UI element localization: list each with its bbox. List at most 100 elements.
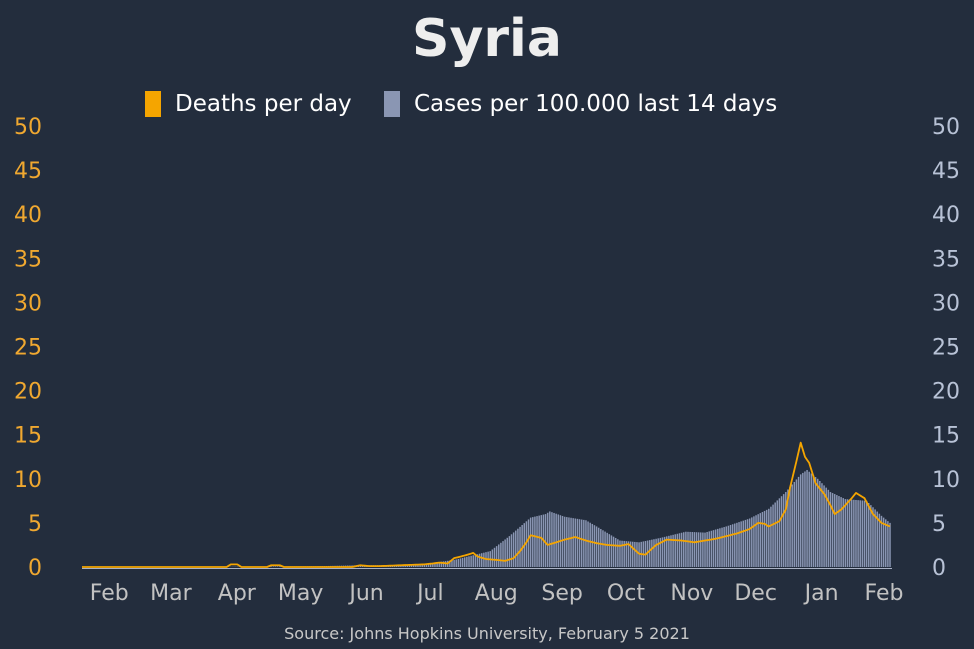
cases-bar (755, 515, 757, 567)
cases-bar (578, 519, 581, 567)
y-left-tick-label: 30 (14, 291, 42, 316)
x-tick-label: Dec (734, 581, 777, 606)
cases-bar (789, 486, 791, 567)
cases-bar (449, 560, 451, 567)
cases-bar (765, 509, 768, 567)
cases-bar (438, 561, 440, 567)
cases-bar (744, 519, 747, 567)
x-tick-label: May (278, 581, 323, 606)
cases-bar (412, 564, 415, 567)
cases-bar (589, 522, 591, 567)
cases-bar (451, 560, 453, 567)
cases-bar (659, 537, 662, 567)
cases-bar (512, 532, 515, 567)
cases-bar (621, 540, 623, 567)
cases-bar (799, 474, 802, 567)
cases-bar (742, 520, 745, 567)
cases-bar (772, 504, 774, 567)
cases-bar (510, 534, 513, 567)
cases-bar (423, 563, 426, 567)
cases-bar (708, 531, 711, 567)
cases-bar (870, 505, 872, 567)
cases-bar (812, 475, 815, 567)
cases-bar (878, 513, 881, 567)
cases-bar (712, 530, 715, 567)
cases-bar (700, 532, 702, 567)
cases-bar (561, 515, 564, 567)
cases-bar (661, 537, 664, 567)
cases-bar (525, 521, 528, 567)
cases-bar (736, 522, 738, 567)
y-right-tick-label: 50 (932, 115, 960, 140)
cases-bar (425, 563, 428, 567)
cases-bar (468, 556, 470, 567)
y-left-tick-label: 0 (28, 556, 42, 581)
cases-bar (521, 525, 523, 567)
cases-bar (634, 541, 636, 567)
y-left-tick-label: 5 (28, 512, 42, 537)
cases-bar (604, 531, 606, 567)
legend: Deaths per day Cases per 100.000 last 14… (145, 91, 777, 117)
cases-bar (498, 544, 500, 567)
cases-bar (504, 539, 506, 567)
cases-bar (717, 528, 719, 567)
cases-bar (727, 525, 730, 567)
cases-bar (653, 539, 655, 567)
cases-bar (670, 535, 672, 567)
cases-bar (466, 556, 468, 567)
cases-bar (836, 495, 838, 567)
cases-bar (517, 528, 519, 567)
cases-bar (421, 564, 423, 567)
cases-bar (651, 539, 653, 567)
x-axis: Feb Mar Apr May Jun Jul Aug Sep Oct Nov Dec Jan Feb (90, 581, 904, 606)
x-tick-label: Jul (415, 581, 444, 606)
cases-bar (540, 515, 543, 567)
cases-bar (587, 521, 589, 567)
cases-bar (778, 498, 781, 567)
cases-bar (623, 540, 625, 567)
cases-bar (872, 507, 874, 567)
cases-bar (829, 492, 832, 567)
cases-bar (857, 500, 859, 567)
cases-bar (721, 527, 723, 567)
cases-bar (593, 525, 596, 567)
cases-bar (791, 484, 793, 567)
cases-bar (546, 512, 549, 567)
cases-bar (687, 531, 689, 567)
cases-bar (595, 526, 598, 567)
cases-bar (563, 516, 566, 567)
cases-bar (442, 561, 445, 567)
cases-bar (459, 558, 462, 567)
cases-bar (840, 497, 842, 567)
x-tick-label: Mar (150, 581, 192, 606)
cases-bar (823, 485, 825, 567)
cases-bar (821, 483, 823, 567)
cases-bar (600, 528, 602, 567)
cases-bar (415, 564, 417, 567)
cases-bar (738, 522, 740, 567)
cases-bar (844, 499, 847, 567)
cases-bar (848, 499, 851, 567)
cases-bar (500, 542, 502, 567)
y-right-tick-label: 40 (932, 203, 960, 228)
cases-bar (655, 538, 657, 567)
cases-bar (804, 471, 806, 567)
cases-bar (874, 509, 876, 567)
cases-bar (619, 540, 621, 567)
cases-bar (527, 519, 530, 567)
x-tick-label: Feb (865, 581, 904, 606)
y-right-tick-label: 5 (932, 512, 946, 537)
cases-bar (463, 557, 466, 567)
cases-bar (591, 523, 594, 567)
cases-bar (476, 554, 479, 567)
x-tick-label: Feb (90, 581, 129, 606)
cases-bar (627, 541, 630, 567)
cases-bar (629, 541, 632, 567)
y-left-tick-label: 50 (14, 115, 42, 140)
cases-bar (493, 547, 496, 567)
x-tick-label: Sep (541, 581, 582, 606)
cases-bar (276, 566, 279, 567)
cases-bar (816, 478, 819, 567)
cases-bar (585, 520, 587, 567)
cases-bar (695, 532, 698, 567)
